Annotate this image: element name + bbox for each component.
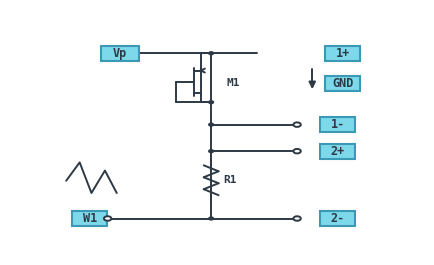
FancyBboxPatch shape bbox=[324, 76, 359, 91]
Text: M1: M1 bbox=[226, 78, 239, 88]
FancyBboxPatch shape bbox=[101, 46, 139, 61]
FancyBboxPatch shape bbox=[72, 211, 107, 226]
FancyBboxPatch shape bbox=[319, 117, 355, 132]
Circle shape bbox=[208, 101, 213, 104]
Text: Vp: Vp bbox=[113, 47, 127, 60]
Circle shape bbox=[293, 122, 300, 127]
Text: 1-: 1- bbox=[330, 118, 344, 131]
Circle shape bbox=[208, 123, 213, 126]
Circle shape bbox=[293, 216, 300, 221]
Text: R1: R1 bbox=[223, 175, 236, 185]
Text: 1+: 1+ bbox=[335, 47, 349, 60]
Text: W1: W1 bbox=[82, 212, 97, 225]
FancyBboxPatch shape bbox=[319, 144, 355, 159]
Text: 2+: 2+ bbox=[330, 145, 344, 158]
Circle shape bbox=[208, 217, 213, 220]
FancyBboxPatch shape bbox=[324, 46, 359, 61]
FancyBboxPatch shape bbox=[319, 211, 355, 226]
Text: GND: GND bbox=[331, 77, 352, 90]
Circle shape bbox=[208, 150, 213, 153]
Circle shape bbox=[293, 149, 300, 153]
Text: 2-: 2- bbox=[330, 212, 344, 225]
Circle shape bbox=[104, 216, 111, 221]
Circle shape bbox=[208, 52, 213, 55]
